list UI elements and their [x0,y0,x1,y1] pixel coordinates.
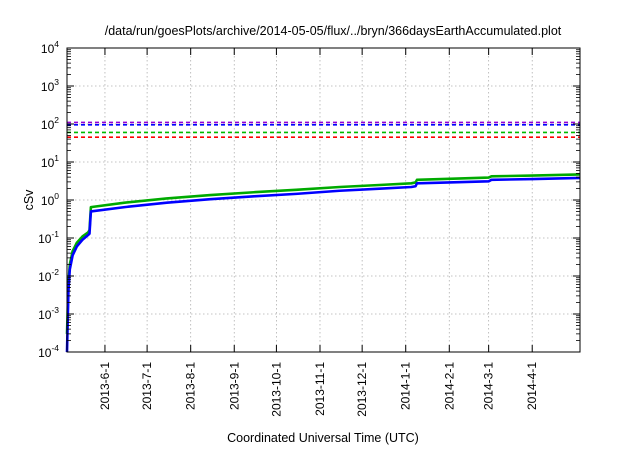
x-tick-label: 2014-2-1 [442,362,456,410]
series-line [65,176,581,353]
y-tick-label: 10-2 [38,267,59,284]
ticks [67,47,580,353]
x-tick-label: 2014-4-1 [525,362,539,410]
y-tick-label: 103 [41,77,59,94]
y-tick-label: 10-4 [38,343,59,360]
x-tick-label: 2013-12-1 [355,362,369,417]
y-tick-label: 101 [41,153,59,170]
x-axis-label: Coordinated Universal Time (UTC) [227,431,419,445]
y-tick-label: 104 [41,39,59,56]
x-tick-label: 2014-1-1 [399,362,413,410]
y-tick-labels: 10-4 10-3 10-2 10-1 100 101 102 103 104 [38,39,59,360]
y-tick-label: 102 [41,115,59,132]
y-tick-label: 10-1 [38,229,59,246]
x-tick-label: 2013-9-1 [227,362,241,410]
x-tick-label: 2014-3-1 [482,362,496,410]
x-tick-label: 2013-7-1 [140,362,154,410]
x-tick-label: 2013-8-1 [184,362,198,410]
x-tick-labels: 2013-6-1 2013-7-1 2013-8-1 2013-9-1 2013-10-… [98,362,539,417]
y-tick-label: 100 [41,191,59,208]
x-tick-label: 2013-11-1 [313,362,327,416]
reference-lines [67,121,580,138]
x-tick-label: 2013-6-1 [98,362,112,410]
chart-title: /data/run/goesPlots/archive/2014-05-05/f… [105,24,562,38]
y-tick-label: 10-3 [38,305,59,322]
y-axis-label: cSv [22,189,36,211]
series-line [65,173,581,334]
x-tick-label: 2013-10-1 [269,362,283,417]
series-lines [65,173,581,353]
